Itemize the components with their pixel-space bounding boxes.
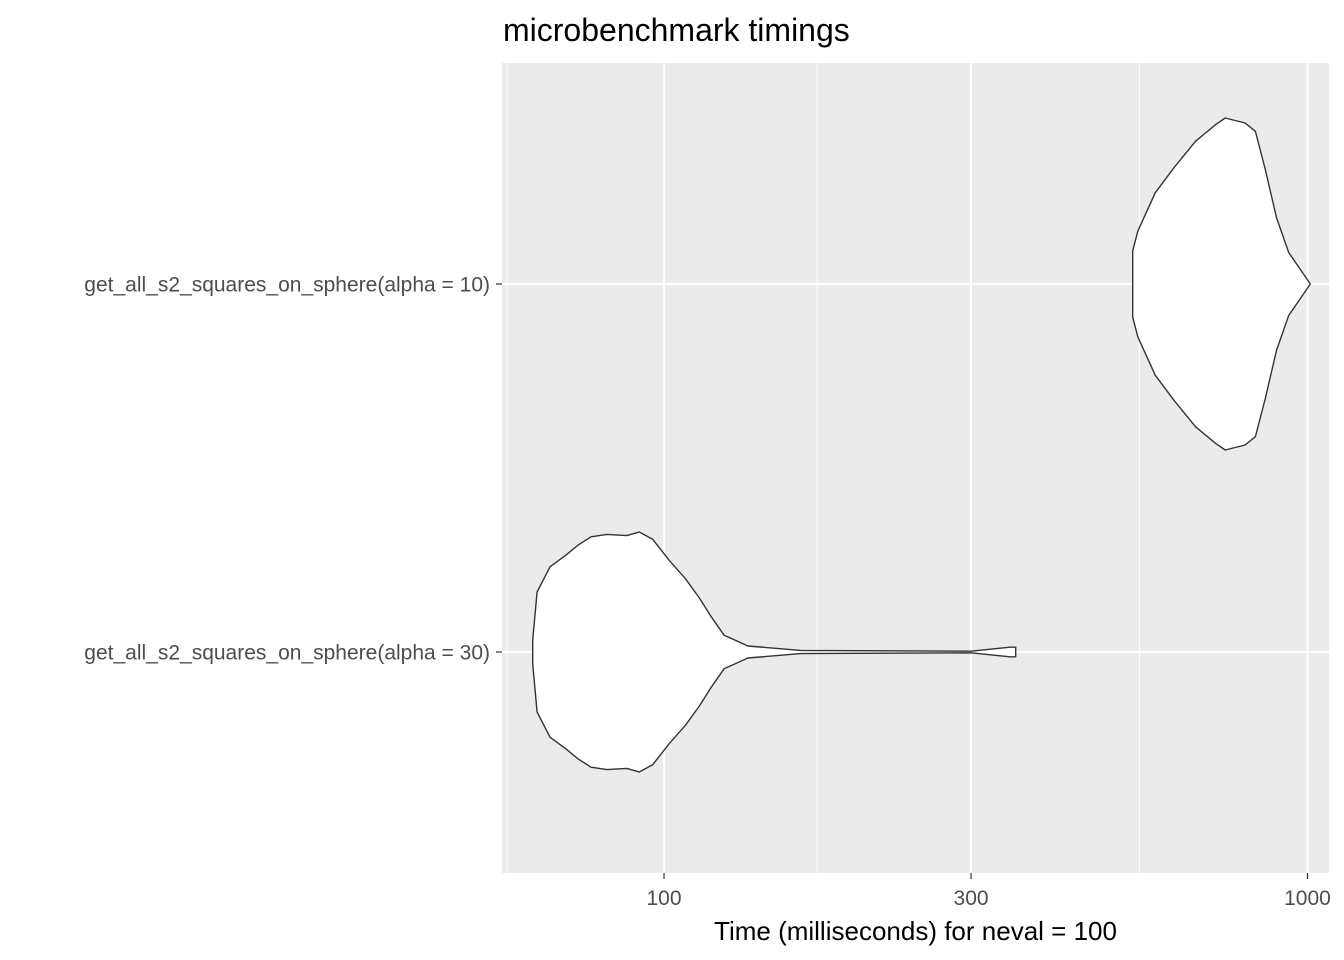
x-tick-label: 300 — [954, 887, 989, 910]
axes: 100 300 1000 get_all_s2_squares_on_sphere(a… — [84, 274, 1331, 911]
violin-shape — [532, 531, 1017, 773]
x-axis-label: Time (milliseconds) for neval = 100 — [714, 916, 1117, 946]
chart-title: microbenchmark timings — [503, 12, 850, 48]
violin-shape — [1132, 117, 1311, 451]
grid-lines — [502, 63, 1329, 873]
violins — [532, 117, 1311, 773]
x-tick-label: 100 — [647, 887, 682, 910]
x-tick-label: 1000 — [1284, 887, 1331, 910]
y-tick-label: get_all_s2_squares_on_sphere(alpha = 10) — [84, 274, 490, 297]
y-tick-label: get_all_s2_squares_on_sphere(alpha = 30) — [84, 642, 490, 665]
